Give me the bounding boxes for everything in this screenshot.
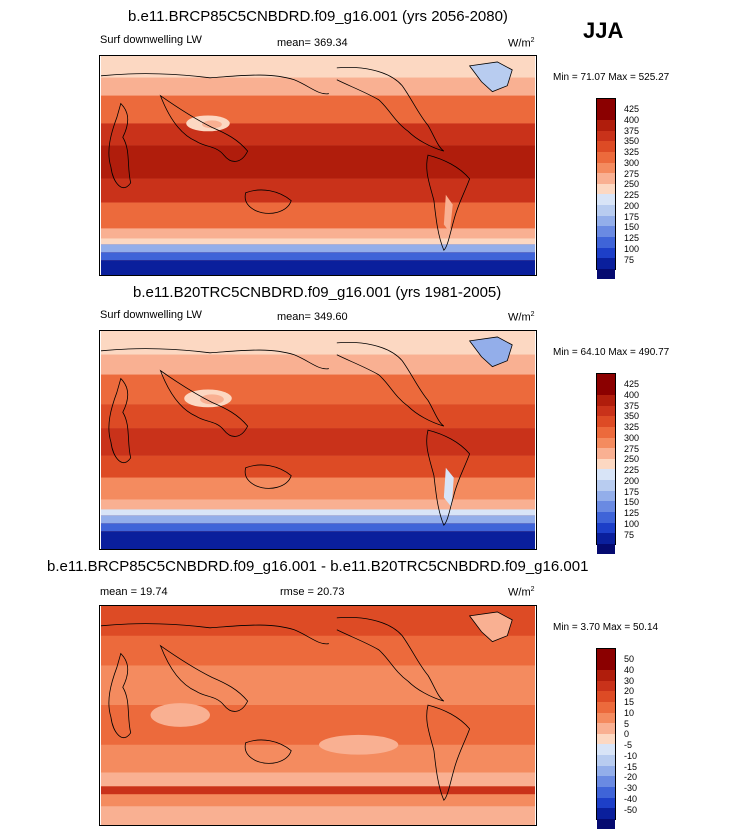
colorbar-tick-label: 75 — [624, 254, 635, 265]
colorbar-tick-label: 0 — [624, 729, 630, 740]
colorbar-tick-label: 300 — [624, 157, 640, 168]
colorbar-tick-label: -40 — [624, 793, 638, 804]
colorbar-tick-label: 425 — [624, 379, 640, 389]
colorbar-tick-label: 225 — [624, 465, 640, 475]
colorbar-tick-label: -50 — [624, 804, 638, 815]
colorbar-tick-label: 150 — [624, 497, 640, 508]
colorbar-tick-label: 125 — [624, 508, 640, 518]
colorbar-tick-label: 30 — [624, 675, 635, 686]
colorbar-tick-label: 375 — [624, 125, 640, 136]
panel3-units: W/m2 — [508, 586, 535, 599]
colorbar-tick-label: 375 — [624, 400, 640, 411]
colorbar-tick-label: 350 — [624, 411, 640, 422]
panel1-minmax: Min = 71.07 Max = 525.27 — [553, 72, 670, 83]
panel1-mean: mean= 369.34 — [277, 37, 348, 49]
colorbar-tick-label: -10 — [624, 750, 638, 761]
panel1-variable-label: Surf downwelling LW — [100, 34, 202, 46]
colorbar-tick-label: 20 — [624, 686, 635, 697]
panel1-units: W/m2 — [508, 37, 535, 50]
panel2-colorbar — [596, 373, 616, 555]
panel3-title: b.e11.BRCP85C5CNBDRD.f09_g16.001 - b.e11… — [47, 558, 589, 575]
panel2-mean: mean= 349.60 — [277, 311, 348, 323]
colorbar-tick-label: 200 — [624, 475, 640, 486]
panel3-map — [99, 605, 537, 826]
panel2-minmax: Min = 64.10 Max = 490.77 — [553, 347, 670, 358]
colorbar-tick-label: 50 — [624, 654, 635, 664]
panel3-mean: mean = 19.74 — [100, 586, 168, 598]
colorbar-tick-label: 5 — [624, 718, 630, 729]
colorbar-tick-label: 300 — [624, 432, 640, 443]
colorbar-tick-label: 10 — [624, 707, 635, 718]
panel2-units: W/m2 — [508, 311, 535, 324]
panel2-map — [99, 330, 537, 550]
colorbar-tick-label: 325 — [624, 422, 640, 432]
colorbar-tick-label: 40 — [624, 664, 635, 675]
colorbar-tick-label: 100 — [624, 243, 640, 254]
panel2-variable-label: Surf downwelling LW — [100, 309, 202, 321]
colorbar-tick-label: 15 — [624, 697, 635, 707]
colorbar-tick-label: 200 — [624, 200, 640, 211]
colorbar-tick-label: 125 — [624, 233, 640, 243]
panel1-colorbar — [596, 98, 616, 280]
panel2-title: b.e11.B20TRC5CNBDRD.f09_g16.001 (yrs 198… — [133, 284, 502, 301]
colorbar-tick-label: 175 — [624, 486, 640, 497]
panel3-colorbar — [596, 648, 616, 830]
colorbar-tick-label: -30 — [624, 783, 638, 793]
colorbar-tick-label: 250 — [624, 454, 640, 465]
colorbar-tick-label: -20 — [624, 772, 638, 783]
colorbar-tick-label: 175 — [624, 211, 640, 222]
colorbar-tick-label: -5 — [624, 740, 633, 750]
colorbar-tick-label: 400 — [624, 389, 640, 400]
colorbar-tick-label: 225 — [624, 190, 640, 200]
colorbar-tick-label: 325 — [624, 147, 640, 157]
colorbar-tick-label: 425 — [624, 104, 640, 114]
colorbar-tick-label: 150 — [624, 222, 640, 233]
panel3-rmse: rmse = 20.73 — [280, 586, 345, 598]
colorbar-tick-label: 100 — [624, 518, 640, 529]
colorbar-tick-label: 250 — [624, 179, 640, 190]
panel1-map — [99, 55, 537, 276]
colorbar-tick-label: -15 — [624, 761, 638, 772]
panel3-minmax: Min = 3.70 Max = 50.14 — [553, 622, 659, 633]
colorbar-tick-label: 400 — [624, 114, 640, 125]
panel1-title: b.e11.BRCP85C5CNBDRD.f09_g16.001 (yrs 20… — [128, 8, 508, 25]
season-label: JJA — [583, 18, 624, 43]
colorbar-tick-label: 275 — [624, 443, 640, 454]
colorbar-tick-label: 350 — [624, 136, 640, 147]
colorbar-tick-label: 275 — [624, 168, 640, 179]
colorbar-tick-label: 75 — [624, 529, 635, 540]
